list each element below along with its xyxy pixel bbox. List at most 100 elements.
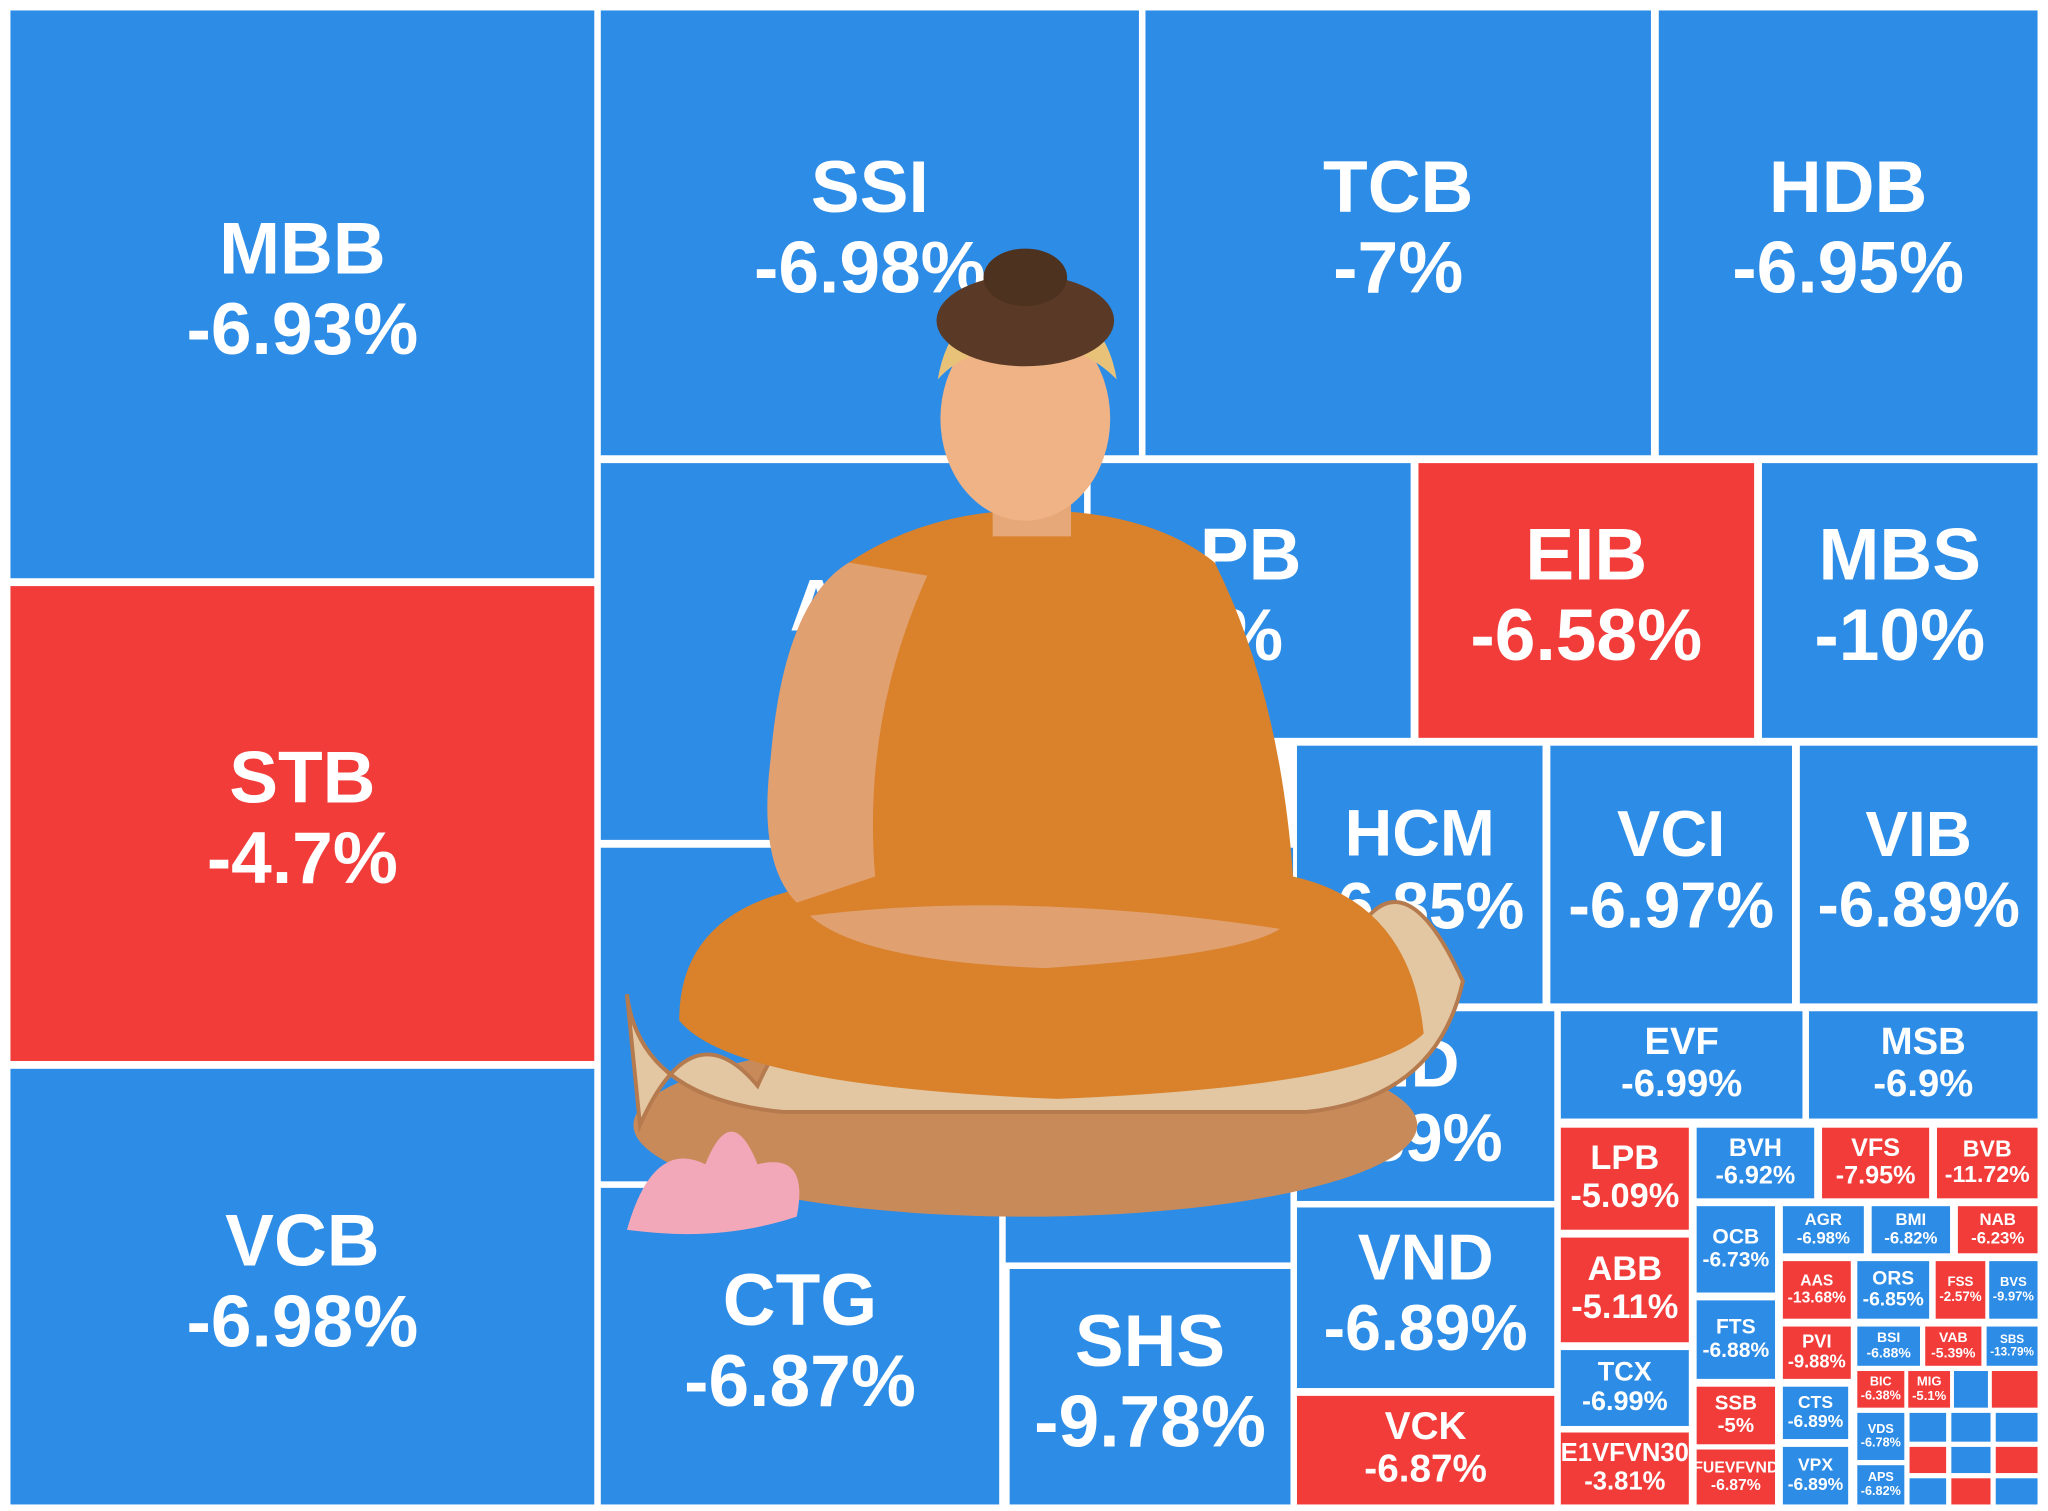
ticker: PVI: [1802, 1330, 1831, 1351]
change: -6.73%: [1702, 1249, 1769, 1272]
ticker: CTG: [723, 1259, 877, 1341]
change: -6.58%: [1470, 594, 1702, 676]
change: -9.97%: [1993, 1288, 2035, 1303]
hair-bun: [983, 248, 1068, 307]
ticker: ORS: [1872, 1268, 1914, 1289]
lotus-flower: [626, 1131, 800, 1235]
ticker: SSI: [811, 146, 929, 228]
tile: [1696, 1206, 1776, 1293]
meditating-figure: [624, 248, 1465, 1235]
change: -6.88%: [1702, 1339, 1769, 1362]
change: -6.88%: [1866, 1345, 1911, 1361]
ticker: APS: [1868, 1470, 1894, 1484]
ticker: NAB: [1980, 1210, 2016, 1229]
ticker: AGR: [1805, 1210, 1842, 1229]
ticker: MIG: [1917, 1374, 1942, 1389]
ticker: STB: [229, 737, 375, 819]
change: -6.78%: [1861, 1436, 1901, 1450]
tile: [1808, 1011, 2038, 1119]
tile: [1857, 1412, 1905, 1460]
ticker: FSS: [1948, 1274, 1974, 1289]
tile: [1782, 1261, 1851, 1319]
ticker: E1VFVN30: [1561, 1439, 1689, 1467]
ticker: HDB: [1769, 146, 1927, 228]
change: -6.97%: [1568, 868, 1774, 941]
ticker: VFS: [1851, 1134, 1900, 1162]
change: -6.93%: [187, 288, 419, 370]
change: -13.79%: [1990, 1346, 2034, 1359]
tile: [1991, 1371, 2038, 1408]
ticker: VCB: [225, 1200, 379, 1282]
tile: [1550, 745, 1792, 1004]
ticker: AAS: [1800, 1272, 1833, 1289]
change: -5.09%: [1570, 1177, 1679, 1215]
change: -5.39%: [1931, 1345, 1976, 1361]
tile: [1909, 1478, 1947, 1505]
tile: [1696, 1127, 1815, 1199]
change: -6.99%: [1621, 1062, 1742, 1105]
tile: [1658, 10, 2038, 456]
change: -6.87%: [1711, 1477, 1761, 1494]
tile: [1857, 1371, 1905, 1408]
tile: [1560, 1432, 1689, 1505]
ticker: CTS: [1798, 1392, 1833, 1412]
tile: [10, 586, 595, 1061]
tile: [1951, 1478, 1991, 1505]
ticker: VAB: [1939, 1329, 1968, 1345]
ticker: SSB: [1715, 1392, 1757, 1415]
tile: [1799, 745, 2038, 1004]
change: -6.92%: [1716, 1162, 1796, 1190]
ticker: TCB: [1323, 146, 1473, 228]
ticker: FUEVFVND: [1693, 1459, 1778, 1476]
tile: [1782, 1386, 1849, 1440]
ticker: LPB: [1590, 1139, 1659, 1177]
ticker: SBS: [2000, 1333, 2024, 1346]
tile: [1696, 1386, 1776, 1445]
tile: [10, 1068, 595, 1505]
change: -6.99%: [1582, 1385, 1668, 1416]
change: -5.11%: [1571, 1288, 1678, 1326]
face: [940, 316, 1111, 521]
tile: [1560, 1350, 1689, 1426]
tile: [1957, 1206, 2038, 1254]
change: -6.89%: [1817, 869, 2019, 941]
change: -2.57%: [1939, 1289, 1981, 1304]
change: -5%: [1718, 1414, 1754, 1437]
tile: [1418, 463, 1755, 738]
change: -6.98%: [1797, 1228, 1850, 1247]
tile: [1761, 463, 2038, 738]
hair-curls: [936, 274, 1115, 367]
tile: [1951, 1412, 1991, 1442]
ticker: BMI: [1895, 1210, 1926, 1229]
change: -9.78%: [1034, 1380, 1266, 1462]
ticker: HCM: [1345, 796, 1495, 870]
ticker: MSB: [1881, 1020, 1966, 1063]
ticker: OCB: [1712, 1225, 1759, 1248]
tile: [1925, 1326, 1982, 1366]
tile: [1296, 1395, 1555, 1505]
change: -5.1%: [1912, 1388, 1946, 1403]
change: -4.7%: [207, 817, 398, 899]
tile: [1989, 1261, 2038, 1319]
tile: [1909, 1446, 1947, 1474]
change: -6.82%: [1884, 1228, 1937, 1247]
change: -6.98%: [187, 1280, 419, 1362]
ticker: VPX: [1798, 1455, 1833, 1475]
tile: [1995, 1446, 2038, 1474]
tile: [1145, 10, 1651, 456]
ticker: SHS: [1075, 1300, 1225, 1382]
tile: [1986, 1326, 2038, 1366]
legs: [809, 905, 1280, 969]
tile: [1909, 1412, 1947, 1442]
tile: [1782, 1326, 1851, 1379]
tile: [1953, 1371, 1988, 1408]
ticker: BVB: [1963, 1135, 2012, 1161]
ticker: MBS: [1819, 513, 1982, 595]
ticker: EVF: [1644, 1020, 1718, 1063]
change: -6.9%: [1873, 1062, 1973, 1105]
ticker: VCK: [1385, 1405, 1467, 1448]
ticker: BVS: [2000, 1274, 2027, 1289]
change: -6.89%: [1788, 1411, 1844, 1431]
